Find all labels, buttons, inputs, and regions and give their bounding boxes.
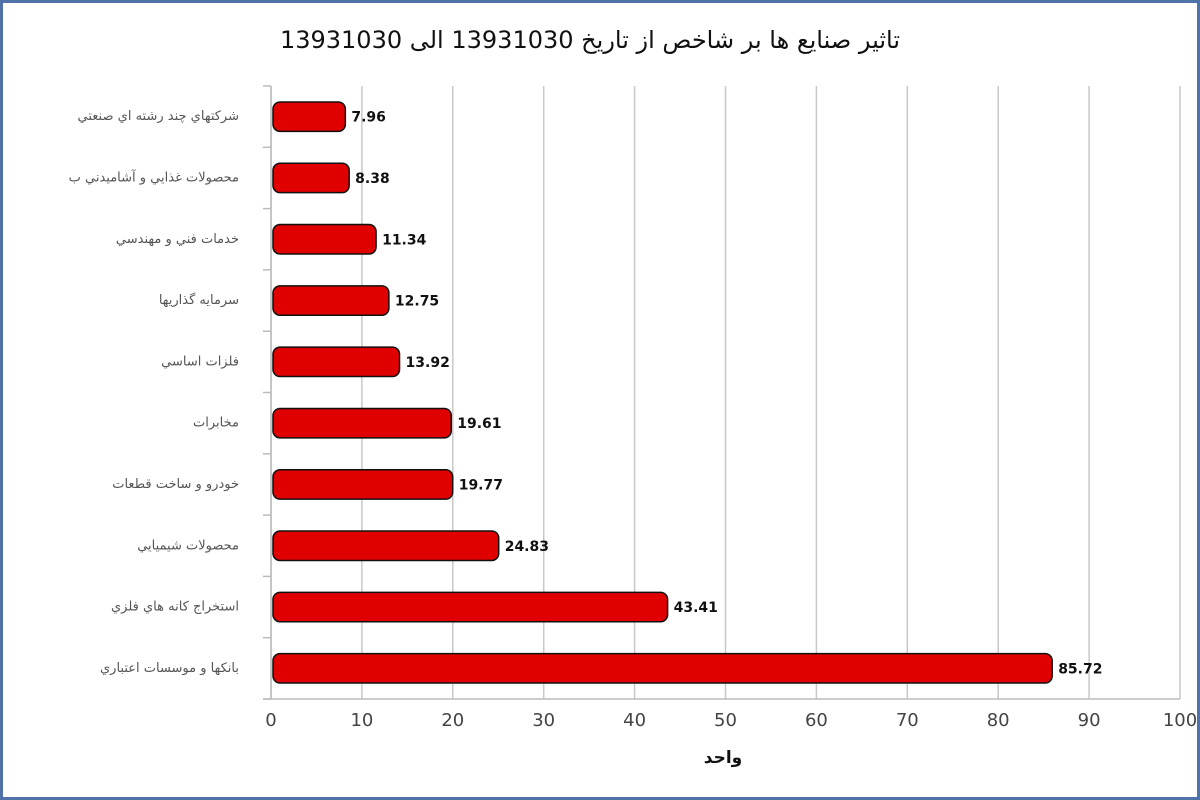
y-tick-label: فلزات اساسي <box>161 354 239 369</box>
x-tick-label: 30 <box>532 710 555 731</box>
data-label: 11.34 <box>382 232 427 248</box>
x-tick-label: 70 <box>896 710 919 731</box>
y-tick-label: شرکتهاي چند رشته اي صنعتي <box>78 109 239 124</box>
y-tick-label: استخراج کانه هاي فلزي <box>111 600 239 615</box>
data-label: 13.92 <box>406 355 450 371</box>
x-tick-label: 0 <box>265 710 276 731</box>
y-tick-label: محصولات غذايي و آشاميدني ب <box>69 168 239 185</box>
y-tick-label: محصولات شيميايي <box>137 538 239 553</box>
bar <box>272 223 377 255</box>
bar <box>272 530 500 562</box>
x-tick-label: 40 <box>623 710 646 731</box>
y-tick-label: خدمات فني و مهندسي <box>116 232 239 247</box>
data-label: 43.41 <box>674 600 718 616</box>
data-label: 24.83 <box>505 539 549 555</box>
y-tick-label: مخابرات <box>193 416 239 431</box>
x-tick-label: 100 <box>1163 710 1197 731</box>
bar <box>272 162 350 194</box>
data-label: 7.96 <box>351 110 386 126</box>
data-label: 85.72 <box>1058 661 1102 677</box>
x-tick-label: 80 <box>987 710 1010 731</box>
data-label: 8.38 <box>355 171 390 187</box>
data-label: 19.77 <box>459 477 503 493</box>
x-axis-label: واحد <box>704 748 742 768</box>
bar <box>272 591 669 623</box>
y-tick-label: خودرو و ساخت قطعات <box>112 477 239 492</box>
y-tick-label: بانکها و موسسات اعتباري <box>100 661 239 676</box>
x-tick-label: 90 <box>1078 710 1101 731</box>
x-tick-label: 20 <box>441 710 464 731</box>
x-tick-label: 10 <box>350 710 373 731</box>
bar <box>272 346 401 378</box>
bar <box>272 407 453 439</box>
data-label: 12.75 <box>395 294 439 310</box>
chart-title: تاثیر صنایع ها بر شاخص از تاریخ 13931030… <box>280 26 900 54</box>
bar <box>272 285 390 317</box>
bar <box>272 101 347 133</box>
chart: تاثیر صنایع ها بر شاخص از تاریخ 13931030… <box>69 26 1197 768</box>
bar <box>272 652 1053 684</box>
x-tick-label: 50 <box>714 710 737 731</box>
x-tick-label: 60 <box>805 710 828 731</box>
data-label: 19.61 <box>457 416 501 432</box>
bar <box>272 468 454 500</box>
y-tick-label: سرمايه گذاريها <box>159 292 239 308</box>
